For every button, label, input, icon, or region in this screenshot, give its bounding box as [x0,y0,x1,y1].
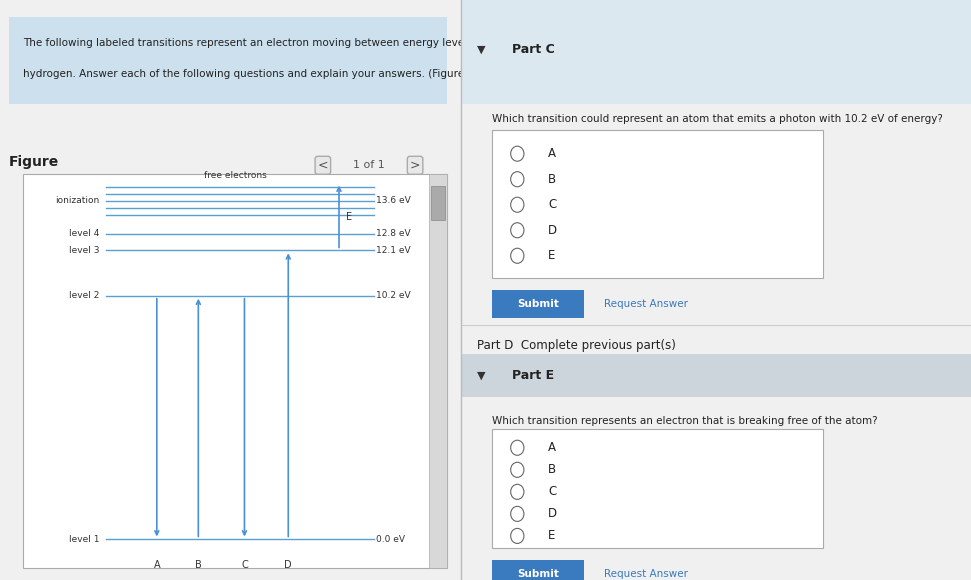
Text: level 3: level 3 [69,246,99,255]
Bar [10,17,448,104]
Text: Figure: Figure [10,155,59,169]
Text: C: C [548,485,556,498]
Text: Part C: Part C [513,43,555,56]
Text: hydrogen. Answer each of the following questions and explain your answers. (Figu: hydrogen. Answer each of the following q… [23,69,478,79]
Text: Part D  Complete previous part(s): Part D Complete previous part(s) [477,339,676,351]
Text: E: E [548,249,555,262]
Text: B: B [548,463,556,476]
Circle shape [511,172,524,187]
Text: >: > [410,159,420,172]
Text: level 1: level 1 [69,535,99,544]
Text: level 4: level 4 [69,229,99,238]
Bar [492,429,823,548]
Circle shape [511,462,524,477]
Text: A: A [548,147,555,160]
Circle shape [511,223,524,238]
Text: 10.2 eV: 10.2 eV [376,291,411,300]
Text: Which transition could represent an atom that emits a photon with 10.2 eV of ene: Which transition could represent an atom… [492,114,943,124]
Text: Request Answer: Request Answer [604,568,688,579]
Circle shape [511,528,524,543]
Text: ▼: ▼ [478,371,486,380]
Circle shape [511,248,524,263]
Text: Part E: Part E [513,369,554,382]
Text: 13.6 eV: 13.6 eV [376,196,411,205]
Text: D: D [548,224,557,237]
Text: B: B [548,173,556,186]
Circle shape [511,146,524,161]
Bar [492,290,584,318]
Text: C: C [548,198,556,211]
Text: 1 of 1: 1 of 1 [353,160,385,171]
Text: B: B [195,560,202,571]
Text: Submit: Submit [517,299,558,309]
Bar [431,186,445,220]
Circle shape [511,484,524,499]
Bar [429,174,448,568]
Bar [461,354,971,397]
Circle shape [511,440,524,455]
Text: D: D [548,508,557,520]
Text: D: D [285,560,292,571]
Text: <: < [318,159,328,172]
Text: E: E [346,212,352,222]
Text: Submit: Submit [517,568,558,579]
Text: ionization: ionization [55,196,99,205]
Bar [461,0,971,104]
Text: 0.0 eV: 0.0 eV [376,535,405,544]
Bar [492,130,823,278]
Circle shape [511,197,524,212]
Text: A: A [548,441,555,454]
Circle shape [511,506,524,521]
Text: level 2: level 2 [69,291,99,300]
Text: The following labeled transitions represent an electron moving between energy le: The following labeled transitions repres… [23,38,486,49]
Bar [23,174,448,568]
Text: 12.8 eV: 12.8 eV [376,229,411,238]
Text: A: A [153,560,160,571]
Text: ▼: ▼ [478,44,486,55]
Text: Request Answer: Request Answer [604,299,688,309]
Text: Which transition represents an electron that is breaking free of the atom?: Which transition represents an electron … [492,415,878,426]
Text: E: E [548,530,555,542]
Text: 12.1 eV: 12.1 eV [376,246,411,255]
Text: C: C [241,560,248,571]
Bar [492,560,584,580]
Text: free electrons: free electrons [204,171,267,180]
